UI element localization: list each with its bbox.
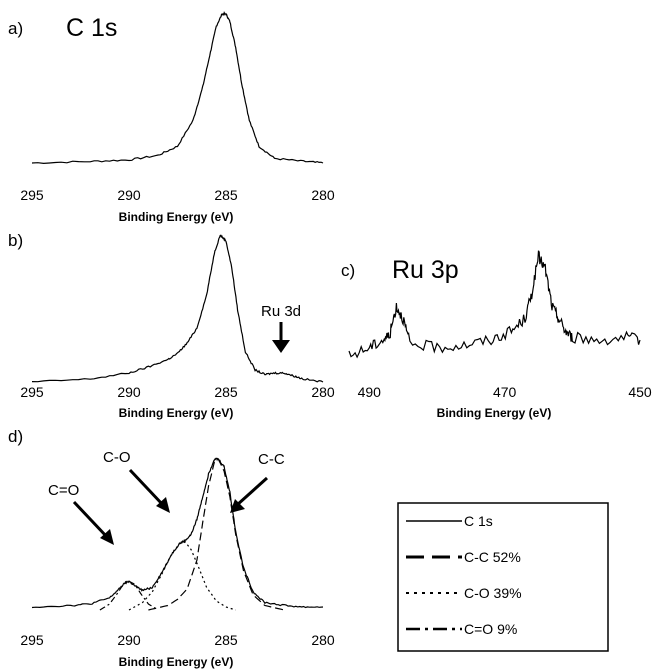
panel-c-label: c): [341, 261, 355, 280]
panel-d-series: [31, 457, 324, 611]
panel-c-tick-490: 490: [358, 384, 382, 400]
legend-entry-c1s: C 1s: [464, 513, 493, 529]
panel-a-x-axis: 295 290 285 280: [20, 187, 335, 203]
panel-d-tick-290: 290: [117, 632, 141, 648]
panel-d-label: d): [8, 427, 23, 446]
panel-b-tick-285: 285: [214, 384, 238, 400]
panel-d: d) 295 290 285 280 Binding Energy (eV) C=O …: [8, 427, 609, 669]
panel-b: b) 295 290 285 280 Binding Energy (eV) Ru 3…: [8, 231, 335, 420]
legend-entry-cc: C-C 52%: [464, 549, 521, 565]
panel-c-title: Ru 3p: [392, 256, 459, 284]
annotation-c-o: C-O: [103, 449, 131, 466]
panel-b-tick-280: 280: [311, 384, 335, 400]
panel-a-label: a): [8, 19, 23, 38]
legend: C 1s C-C 52% C-O 39% C=O 9%: [397, 502, 609, 652]
panel-a-tick-295: 295: [20, 187, 44, 203]
annotation-c-c: C-C: [258, 451, 285, 468]
panel-b-x-axis-label: Binding Energy (eV): [119, 406, 234, 420]
panel-b-series-spectrum: [31, 234, 324, 383]
panel-d-tick-295: 295: [20, 632, 44, 648]
panel-d-series-c-1s: [31, 457, 324, 609]
panel-a-tick-290: 290: [117, 187, 141, 203]
panel-a-series-spectrum: [31, 10, 324, 165]
panel-d-series-c-c-52: [148, 458, 285, 611]
panel-d-x-axis: 295 290 285 280: [20, 632, 335, 648]
legend-entry-cdo: C=O 9%: [464, 621, 517, 637]
panel-d-tick-285: 285: [214, 632, 238, 648]
panel-d-series-c-o-9: [99, 580, 159, 611]
panel-a-tick-285: 285: [214, 187, 238, 203]
panel-b-x-axis: 295 290 285 280: [20, 384, 335, 400]
panel-b-tick-295: 295: [20, 384, 44, 400]
panel-a-tick-280: 280: [311, 187, 335, 203]
panel-a-title: C 1s: [66, 14, 117, 42]
arrow-c-double-o-icon: [72, 500, 114, 545]
arrow-c-o-icon: [128, 468, 170, 513]
panel-c-x-axis: 490 470 450: [358, 384, 652, 400]
legend-box: [397, 502, 609, 652]
panel-a-series: [31, 10, 324, 165]
panel-d-tick-280: 280: [311, 632, 335, 648]
annotation-c-double-o: C=O: [48, 482, 79, 499]
panel-c-tick-450: 450: [628, 384, 652, 400]
panel-b-tick-290: 290: [117, 384, 141, 400]
panel-c-x-axis-label: Binding Energy (eV): [437, 406, 552, 420]
panel-d-x-axis-label: Binding Energy (eV): [119, 655, 234, 669]
panel-b-label: b): [8, 231, 23, 250]
panel-d-series-c-o-39: [128, 541, 236, 611]
panel-a: a) C 1s 295 290 285 280 Binding Energy (eV): [8, 10, 335, 224]
panel-c-series: [348, 250, 641, 359]
panel-a-x-axis-label: Binding Energy (eV): [119, 210, 234, 224]
panel-b-series: [31, 234, 324, 383]
panel-c-tick-470: 470: [493, 384, 517, 400]
arrow-c-c-icon: [230, 476, 269, 513]
legend-entry-co: C-O 39%: [464, 585, 522, 601]
panel-c: c) Ru 3p 490 470 450 Binding Energy (eV): [341, 250, 652, 420]
annotation-ru-3d: Ru 3d: [261, 303, 301, 320]
arrow-ru-3d-icon: [272, 322, 290, 353]
panel-c-series-spectrum: [348, 250, 641, 359]
